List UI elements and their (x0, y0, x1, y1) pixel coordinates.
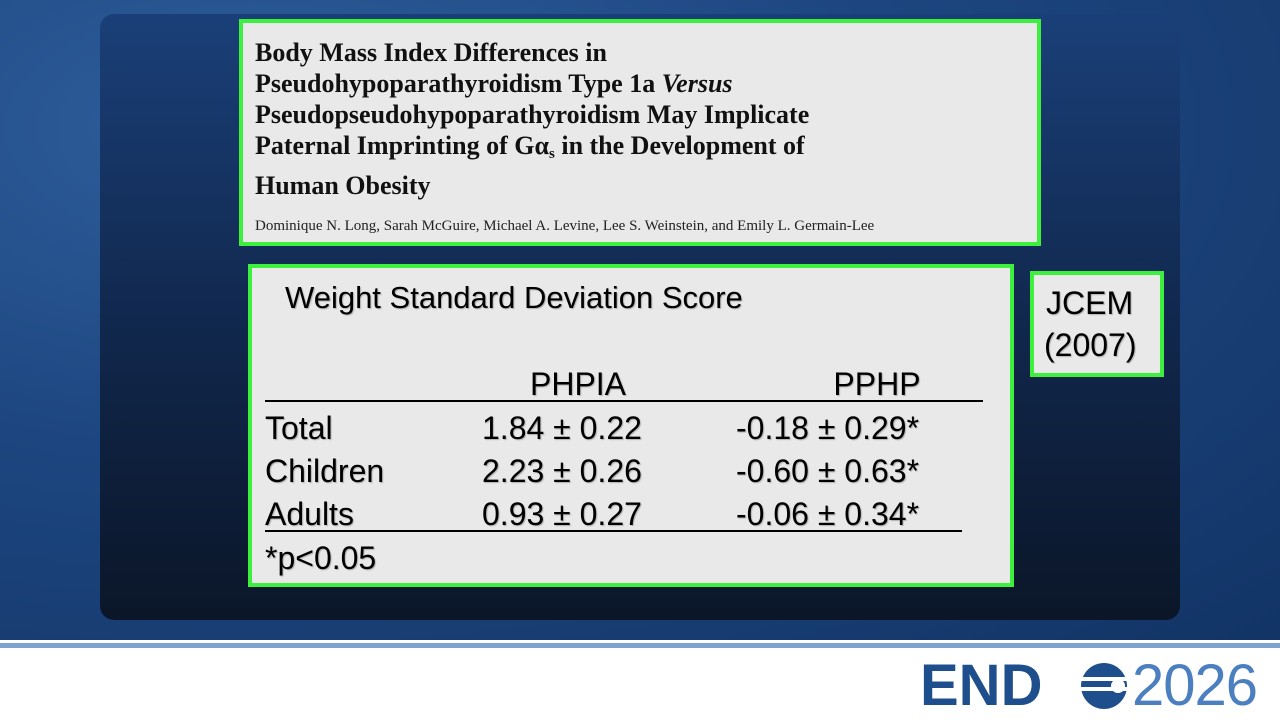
title-line: Paternal Imprinting of Gαs in the Develo… (255, 130, 809, 170)
title-text: Pseudohypoparathyroidism Type 1a (255, 69, 662, 98)
title-text: Body Mass Index Differences in (255, 38, 607, 67)
cell: -0.18 ± 0.29* (736, 410, 920, 446)
logo-right: 2026 (1132, 653, 1258, 718)
globe (1081, 663, 1127, 709)
cell: -0.60 ± 0.63* (736, 453, 920, 489)
row-label: Children (265, 453, 385, 489)
title-text: Paternal Imprinting of Gα (255, 131, 549, 160)
row-label: Adults (265, 496, 354, 532)
table-box: Weight Standard Deviation Score PHPIA PP… (248, 264, 1014, 587)
cell: -0.06 ± 0.34* (736, 496, 920, 532)
title-text: Pseudopseudohypoparathyroidism May Impli… (255, 100, 810, 129)
journal-year: (2007) (1044, 327, 1137, 363)
cell: 1.84 ± 0.22 (482, 410, 642, 446)
cell: 0.93 ± 0.27 (482, 496, 642, 532)
title-text: in the Development of (554, 131, 805, 160)
table-title: Weight Standard Deviation Score (285, 280, 743, 315)
column-header-text: PPHP (833, 366, 921, 402)
footer-rule (0, 643, 1280, 648)
journal-box: JCEM (2007) (1030, 271, 1164, 377)
title-line: Pseudohypoparathyroidism Type 1a Versus (255, 68, 809, 99)
cell: 2.23 ± 0.26 (482, 453, 642, 489)
logo-globe (1081, 663, 1127, 709)
title-line: Human Obesity (255, 170, 809, 201)
footnote: *p<0.05 (265, 540, 377, 576)
title-line: Pseudopseudohypoparathyroidism May Impli… (255, 99, 809, 130)
journal-name: JCEM (1046, 285, 1134, 321)
globe-band (1081, 687, 1127, 691)
column-header-text: PHPIA (529, 366, 627, 402)
footer (0, 640, 1280, 720)
title-italic: Versus (661, 69, 733, 98)
paper-header: Body Mass Index Differences in Pseudohyp… (239, 19, 1041, 246)
logo-left: END (920, 653, 1043, 718)
header-rule (265, 400, 983, 402)
paper-authors: Dominique N. Long, Sarah McGuire, Michae… (255, 218, 875, 234)
globe-dot (1111, 679, 1125, 693)
row-label: Total (265, 410, 333, 446)
title-subscript: s (549, 146, 555, 162)
paper-title: Body Mass Index Differences in Pseudohyp… (255, 37, 809, 201)
title-line: Body Mass Index Differences in (255, 37, 809, 68)
title-text: Human Obesity (255, 171, 431, 200)
globe-band (1081, 677, 1127, 681)
bottom-rule (265, 530, 962, 532)
